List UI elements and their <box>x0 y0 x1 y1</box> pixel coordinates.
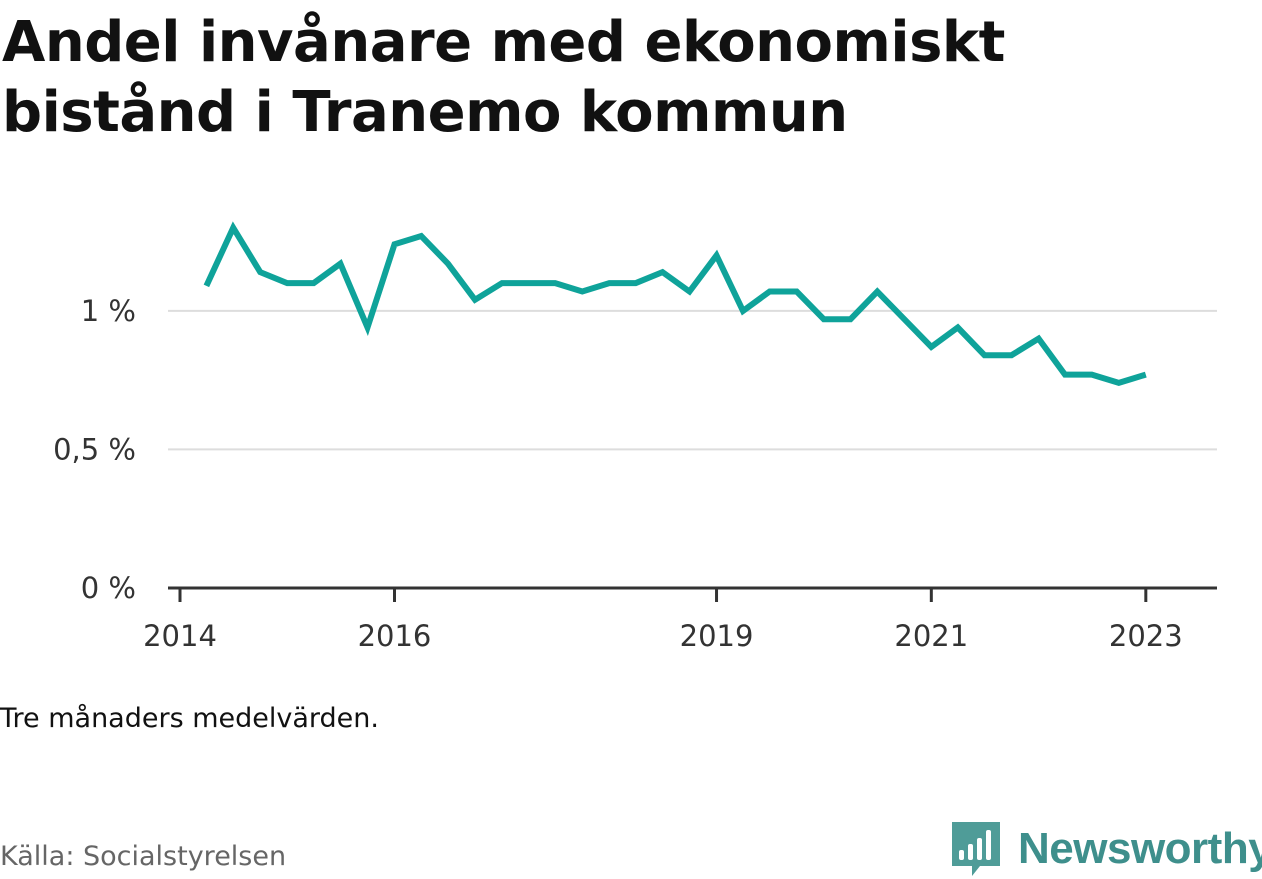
series-line-group <box>203 221 1147 387</box>
x-tick-label: 2019 <box>680 619 754 653</box>
x-tick-label: 2023 <box>1109 619 1183 653</box>
line-chart: 0 % 0,5 % 1 % 2014 2016 2019 2021 2023 <box>53 221 1217 653</box>
y-tick-label: 0,5 % <box>53 432 136 466</box>
x-tick-label: 2014 <box>143 619 217 653</box>
series-line <box>203 221 1147 387</box>
brand-logo: Newsworthy <box>950 820 1262 878</box>
y-tick-label: 1 % <box>81 294 136 328</box>
chart-note: Tre månaders medelvärden. <box>0 703 379 734</box>
chart-title: Andel invånare med ekonomiskt bistånd i … <box>2 10 1005 145</box>
y-tick-label: 0 % <box>81 571 136 605</box>
source-text: Källa: Socialstyrelsen <box>0 841 287 872</box>
newsworthy-logo-icon <box>952 822 1000 876</box>
x-tick-label: 2021 <box>894 619 968 653</box>
brand-name: Newsworthy <box>1018 824 1262 873</box>
y-axis: 0 % 0,5 % 1 % <box>53 294 136 605</box>
x-axis: 2014 2016 2019 2021 2023 <box>143 588 1183 653</box>
gridlines <box>168 309 1217 451</box>
x-tick-label: 2016 <box>358 619 432 653</box>
